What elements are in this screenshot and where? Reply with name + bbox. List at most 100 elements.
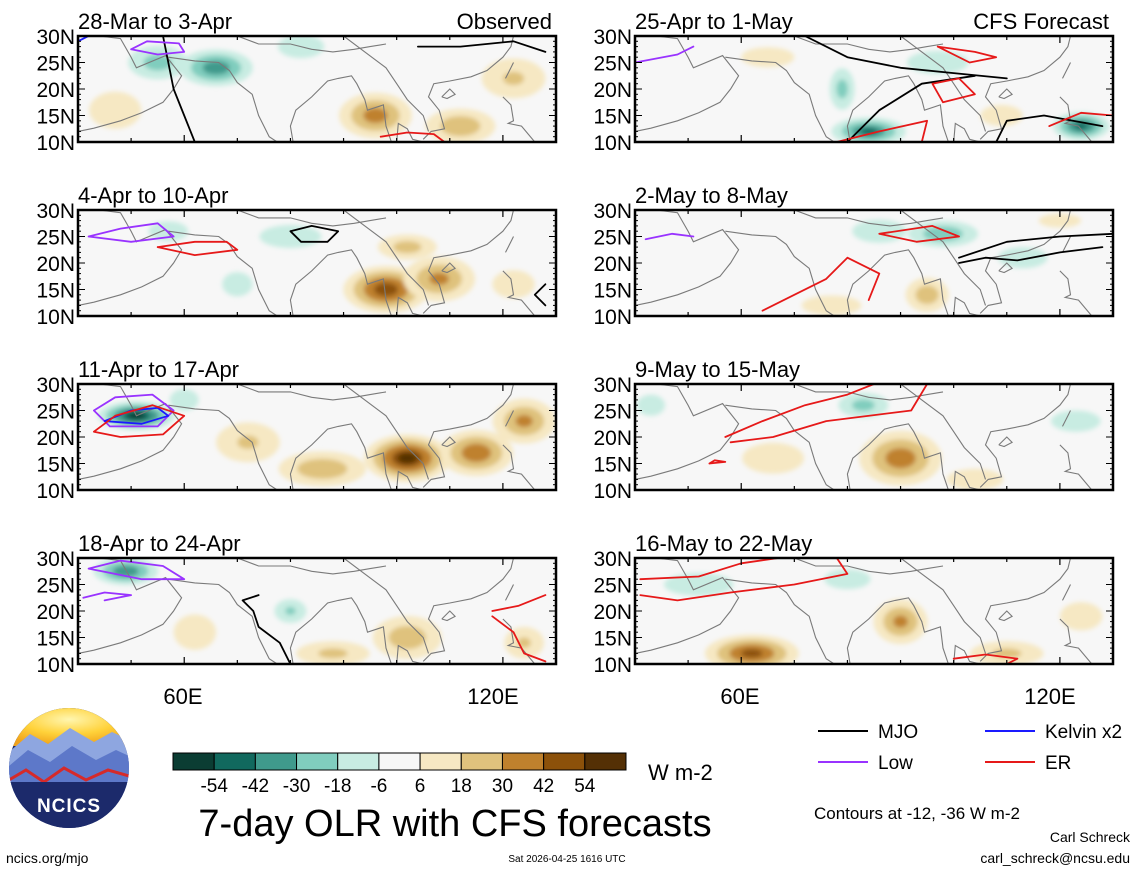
olr-anomaly-level [801,295,862,316]
coastline [1062,62,1071,79]
contour-low [87,559,186,581]
coastline [168,56,278,142]
legend-mjo-label: MJO [878,722,918,743]
coastline [237,384,387,401]
x-axis-labels-right: 60E 120E [720,684,1075,709]
olr-anomaly-level [515,414,533,428]
coastline [794,384,944,401]
coastline [998,88,1014,100]
contour-mjo [289,224,340,243]
y-tick-label: 30N [36,200,75,223]
y-tick-label: 15N [36,454,75,477]
olr-field [663,569,1103,664]
coastlines [78,36,536,142]
panel-content [635,210,1113,316]
panel-content [635,36,1113,142]
contour-mjo [241,594,292,664]
y-tick-label: 15N [36,628,75,651]
coastline [237,558,387,575]
coastline [343,36,430,132]
panel-period: 18-Apr to 24-Apr [78,531,241,556]
coastline [168,230,278,316]
coastline [168,404,278,490]
colorbar-bin [584,752,627,771]
panel-period: 9-May to 15-May [635,357,800,382]
olr-field [636,392,1101,490]
coastline [289,423,392,490]
y-tick-label: 10N [36,654,75,677]
coastline [441,610,457,622]
olr-anomaly-level [237,435,259,449]
panel-content [635,384,1101,490]
contour-er [491,615,547,663]
coastline [1059,96,1093,142]
contour-er [952,653,1019,664]
olr-anomaly-level [663,572,734,597]
y-tick-label: 15N [36,280,75,303]
contour-mjo [995,114,1104,142]
colorbar: -54 -42 -30 -18 -6 6 18 30 42 54 [172,752,627,797]
olr-anomaly-level [742,442,804,474]
colorbar-tick-label: -54 [200,776,228,797]
colorbar-bin [378,752,421,771]
y-tick-label: 20N [36,427,75,450]
olr-anomaly-level [297,458,348,479]
coastline [725,578,835,664]
coastline [846,75,949,142]
coastline [289,597,392,664]
olr-anomaly-level [461,443,492,463]
x-axis-labels-left: 60E 120E [163,684,518,709]
coastline [900,210,987,306]
y-tick-label: 10N [36,132,75,155]
coastline [422,210,515,314]
y-tick-label: 15N [36,106,75,129]
contour-mjo [416,40,547,53]
olr-anomaly-level [997,247,1048,269]
colorbar-tick-label: -42 [242,776,269,797]
coastline [998,262,1014,274]
olr-field [741,47,1110,142]
panel-content [78,384,556,490]
coastline [1059,618,1093,664]
contour-low [635,45,695,64]
olr-anomaly-level [440,116,481,137]
coastline [396,122,424,142]
olr-anomaly-level [363,107,388,124]
y-tick-label: 30N [593,200,632,223]
olr-anomaly-level [492,270,535,299]
coastline [78,384,183,480]
panel-period: 28-Mar to 3-Apr [78,9,232,34]
coastline [1062,410,1071,427]
olr-anomaly-level [893,615,908,628]
y-tick-label: 20N [36,601,75,624]
y-tick-label: 25N [36,227,75,250]
panel-period: 16-May to 22-May [635,531,812,556]
coastline [1059,444,1093,490]
coastline [422,384,515,488]
y-tick-label: 10N [593,132,632,155]
y-tick-label: 25N [36,53,75,76]
panel-content [78,36,547,142]
y-tick-label: 30N [36,548,75,571]
contour-low [644,232,695,241]
colorbar-bin [172,752,215,771]
coastlines [78,384,536,490]
contour-low [87,222,175,243]
panel-content [78,558,547,664]
y-tick-label: 20N [593,427,632,450]
logo-text: NCICS [37,796,101,817]
coastline [343,210,430,306]
y-tick-label: 15N [593,454,632,477]
coastline [794,558,944,575]
olr-anomaly-level [259,224,322,249]
ncics-logo: NCICS [9,708,129,828]
contour-mjo [958,246,1104,264]
olr-anomaly-level [502,71,525,86]
colorbar-bin [337,752,380,771]
olr-anomaly-level [906,50,969,75]
coastline [505,236,514,253]
colorbar-tick-label: -30 [283,776,310,797]
